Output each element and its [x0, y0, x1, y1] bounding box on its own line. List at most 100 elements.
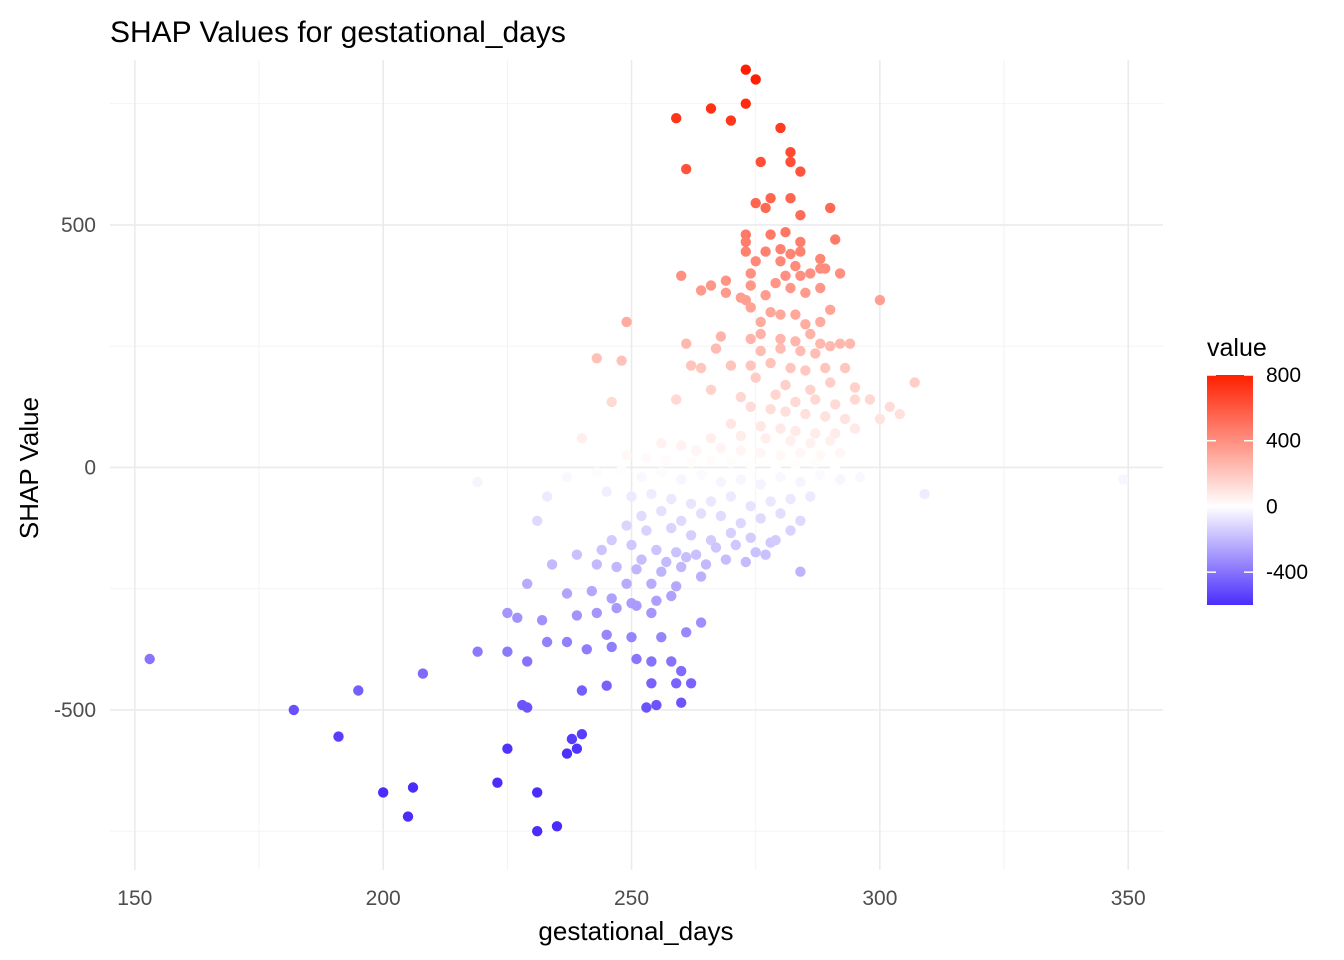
- data-point: [606, 641, 617, 653]
- data-point: [571, 743, 583, 754]
- x-axis-ticks: 150 200 250 300 350: [117, 887, 1145, 910]
- y-axis-ticks: -500 0 500: [54, 214, 96, 722]
- data-point: [417, 668, 429, 679]
- data-point: [636, 510, 647, 522]
- data-point: [775, 450, 786, 461]
- data-point: [830, 462, 841, 473]
- data-point: [745, 459, 756, 471]
- data-point: [710, 343, 722, 354]
- data-point: [775, 244, 786, 255]
- data-point: [646, 607, 657, 619]
- data-point: [745, 401, 756, 412]
- data-point: [522, 656, 533, 667]
- data-point: [825, 341, 836, 352]
- data-point: [815, 253, 826, 265]
- data-point: [492, 777, 503, 788]
- data-point: [576, 685, 588, 696]
- data-point: [512, 612, 523, 623]
- data-point: [815, 469, 826, 480]
- data-point: [671, 547, 682, 558]
- data-point: [750, 372, 761, 383]
- data-point: [715, 331, 727, 342]
- data-point: [705, 384, 717, 395]
- data-point: [810, 457, 821, 468]
- data-point: [795, 476, 806, 488]
- data-point: [685, 498, 697, 509]
- data-point: [795, 166, 806, 177]
- data-point: [532, 787, 543, 798]
- data-point: [621, 578, 632, 589]
- data-point: [611, 602, 622, 614]
- data-point: [740, 229, 751, 240]
- data-point: [755, 156, 766, 168]
- data-point: [735, 430, 746, 442]
- data-point: [765, 193, 776, 204]
- data-point: [755, 328, 766, 340]
- data-point: [795, 270, 806, 281]
- data-point: [656, 632, 667, 643]
- data-point: [725, 527, 737, 539]
- data-point: [591, 607, 602, 619]
- data-point: [586, 585, 597, 597]
- data-point: [825, 377, 836, 388]
- y-tick-label: 0: [84, 456, 96, 479]
- data-point: [765, 229, 776, 240]
- data-point: [874, 294, 886, 306]
- data-point: [785, 147, 796, 158]
- data-point: [616, 355, 627, 366]
- data-point: [333, 731, 344, 742]
- data-point: [601, 629, 612, 640]
- scatter-points: [144, 64, 1129, 837]
- data-point: [830, 234, 841, 245]
- data-point: [725, 491, 737, 502]
- data-point: [671, 113, 682, 124]
- data-point: [780, 270, 791, 281]
- data-point: [651, 699, 662, 711]
- data-point: [705, 454, 717, 466]
- data-point: [795, 515, 806, 526]
- data-point: [775, 122, 786, 134]
- y-axis-label: SHAP Value: [14, 397, 44, 539]
- data-point: [621, 316, 632, 328]
- data-point: [695, 362, 707, 374]
- data-point: [770, 462, 781, 473]
- data-point: [541, 636, 553, 648]
- data-point: [566, 733, 578, 745]
- data-point: [820, 362, 831, 374]
- data-point: [710, 542, 722, 553]
- data-point: [780, 406, 791, 417]
- data-point: [745, 268, 756, 279]
- data-point: [770, 277, 781, 289]
- data-point: [646, 678, 657, 689]
- data-point: [790, 425, 801, 437]
- legend-tick-label: 0: [1266, 495, 1278, 518]
- data-point: [765, 404, 776, 415]
- data-point: [745, 532, 756, 543]
- data-point: [606, 535, 617, 546]
- data-point: [735, 518, 746, 529]
- data-point: [795, 236, 806, 248]
- data-point: [551, 821, 563, 832]
- data-point: [785, 435, 796, 446]
- legend-tick-label: 800: [1266, 364, 1301, 387]
- data-point: [775, 256, 786, 267]
- data-point: [715, 510, 727, 522]
- data-point: [631, 653, 642, 665]
- data-point: [919, 488, 930, 500]
- grid: [110, 60, 1163, 870]
- data-point: [685, 360, 697, 371]
- data-point: [825, 435, 836, 446]
- data-point: [745, 333, 756, 345]
- data-point: [616, 464, 627, 476]
- data-point: [755, 345, 766, 357]
- data-point: [750, 256, 761, 267]
- data-point: [745, 501, 756, 512]
- data-point: [795, 246, 806, 257]
- data-point: [571, 610, 583, 621]
- data-point: [695, 617, 707, 628]
- data-point: [805, 268, 816, 279]
- data-point: [522, 578, 533, 589]
- data-point: [805, 491, 816, 502]
- legend-title: value: [1207, 334, 1267, 362]
- data-point: [676, 515, 687, 526]
